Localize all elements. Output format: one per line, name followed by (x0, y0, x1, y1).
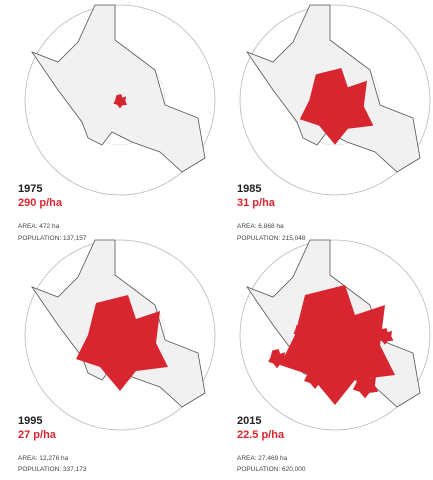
density: 290 p/ha (18, 197, 63, 209)
urban-patch (268, 349, 287, 369)
population: POPULATION: 620,000 (237, 466, 306, 473)
urban-patch (377, 328, 394, 345)
urban-patch (352, 372, 379, 399)
urban-area (299, 68, 374, 145)
density: 22.5 p/ha (237, 429, 285, 441)
urban-patch (304, 365, 327, 389)
population: POPULATION: 137,157 (18, 235, 87, 242)
outer-ring (239, 4, 431, 196)
urban-patch (293, 324, 308, 339)
outer-ring (239, 239, 431, 431)
area: AREA: 472 ha (18, 223, 60, 230)
map-panel (239, 4, 431, 196)
year: 1985 (237, 183, 261, 195)
year: 1975 (18, 183, 42, 195)
urban-area (76, 295, 168, 391)
density: 27 p/ha (18, 429, 57, 441)
population: POPULATION: 337,173 (18, 466, 87, 473)
map-panel (239, 239, 431, 431)
area: AREA: 12,276 ha (18, 455, 69, 462)
urban-area (113, 94, 128, 109)
year: 1995 (18, 415, 42, 427)
area: AREA: 27,469 ha (237, 455, 288, 462)
city-boundary (30, 4, 206, 173)
population: POPULATION: 215,048 (237, 235, 306, 242)
map-panel (24, 4, 216, 196)
map-panel (24, 239, 216, 431)
density: 31 p/ha (237, 197, 276, 209)
urban-patch (324, 295, 336, 307)
outer-ring (24, 4, 216, 196)
area: AREA: 6,868 ha (237, 223, 284, 230)
outer-ring (24, 239, 216, 431)
year: 2015 (237, 415, 261, 427)
